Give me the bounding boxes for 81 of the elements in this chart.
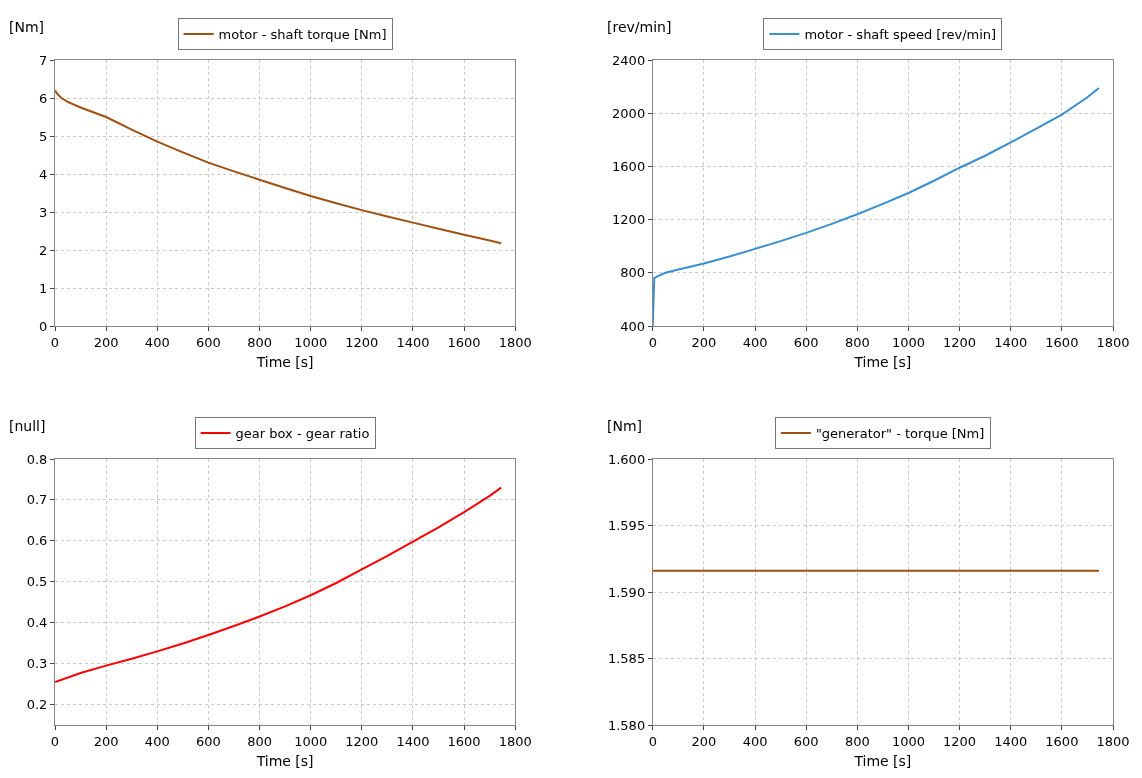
y-tick-label: 3: [39, 204, 48, 220]
x-tick-label: 600: [196, 733, 221, 749]
x-tick-label: 1800: [498, 733, 532, 749]
y-tick-label: 5: [39, 128, 48, 144]
x-tick-label: 400: [742, 733, 768, 749]
x-tick-label: 1400: [994, 733, 1028, 749]
line-series: [55, 89, 503, 245]
x-tick-label: 1600: [447, 733, 481, 749]
x-tick-label: 0: [648, 733, 657, 749]
x-tick-label: 800: [247, 334, 272, 350]
x-tick-label: 1200: [345, 733, 379, 749]
x-tick-label: 600: [196, 334, 221, 350]
y-tick-label: 2000: [612, 105, 646, 121]
x-axis-title: Time [s]: [255, 353, 314, 370]
x-tick-label: 1000: [891, 733, 925, 749]
y-tick-label: 0.2: [26, 697, 48, 713]
y-tick-label: 400: [620, 318, 646, 334]
x-tick-label: 200: [691, 733, 717, 749]
x-tick-label: 400: [742, 334, 768, 350]
x-tick-label: 1400: [396, 334, 430, 350]
x-tick-label: 1600: [1045, 733, 1079, 749]
x-tick-label: 600: [793, 334, 819, 350]
y-tick-label: 2: [39, 242, 48, 258]
y-tick-label: 0.3: [26, 656, 48, 672]
y-tick-label: 1600: [612, 158, 646, 174]
x-tick-label: 200: [93, 334, 119, 350]
y-axis-title: [null]: [9, 418, 46, 434]
y-axis-title: [rev/min]: [607, 19, 672, 35]
legend-label: motor - shaft speed [rev/min]: [804, 27, 997, 43]
x-axis-title: Time [s]: [853, 752, 912, 769]
y-axis-title: [Nm]: [607, 418, 643, 434]
y-tick-label: 1: [39, 280, 48, 296]
x-tick-label: 0: [50, 733, 60, 749]
line-series: [652, 86, 1100, 326]
y-axis-title: [Nm]: [9, 19, 45, 35]
y-tick-label: 0: [39, 318, 48, 334]
y-tick-label: 0.5: [26, 574, 48, 590]
y-tick-label: 7: [39, 52, 48, 68]
y-tick-label: 1200: [612, 212, 646, 228]
x-tick-label: 1200: [943, 334, 977, 350]
y-tick-label: 800: [620, 265, 646, 281]
y-tick-label: 1.585: [607, 651, 646, 667]
x-tick-label: 1800: [1096, 733, 1130, 749]
x-tick-label: 1200: [943, 733, 977, 749]
y-tick-label: 1.600: [607, 451, 646, 467]
x-tick-label: 800: [844, 733, 870, 749]
x-tick-label: 1200: [345, 334, 379, 350]
x-tick-label: 1600: [447, 334, 481, 350]
y-tick-label: 0.6: [26, 533, 48, 549]
y-tick-label: 0.8: [26, 451, 48, 467]
x-tick-label: 200: [93, 733, 119, 749]
x-axis-title: Time [s]: [255, 752, 314, 769]
legend-label: motor - shaft torque [Nm]: [218, 27, 387, 43]
y-tick-label: 0.4: [26, 615, 48, 631]
x-tick-label: 600: [793, 733, 819, 749]
legend-label: "generator" - torque [Nm]: [815, 426, 985, 442]
y-tick-label: 4: [39, 166, 48, 182]
x-tick-label: 1800: [1096, 334, 1130, 350]
y-tick-label: 2400: [612, 52, 646, 68]
x-tick-label: 1400: [994, 334, 1028, 350]
x-tick-label: 1600: [1045, 334, 1079, 350]
y-tick-label: 1.595: [607, 518, 646, 534]
y-tick-label: 6: [39, 90, 48, 106]
x-tick-label: 0: [50, 334, 60, 350]
x-tick-label: 1000: [891, 334, 925, 350]
x-tick-label: 1000: [294, 733, 328, 749]
y-tick-label: 1.580: [607, 717, 646, 733]
legend-label: gear box - gear ratio: [235, 426, 370, 442]
x-tick-label: 1400: [396, 733, 430, 749]
x-tick-label: 400: [144, 334, 170, 350]
x-tick-label: 1800: [498, 334, 532, 350]
x-tick-label: 800: [247, 733, 272, 749]
x-axis-title: Time [s]: [853, 353, 912, 370]
line-series: [55, 486, 503, 684]
x-tick-label: 1000: [294, 334, 328, 350]
x-tick-label: 0: [648, 334, 657, 350]
x-tick-label: 800: [844, 334, 870, 350]
x-tick-label: 400: [144, 733, 170, 749]
x-tick-label: 200: [691, 334, 717, 350]
y-tick-label: 0.7: [26, 492, 48, 508]
y-tick-label: 1.590: [607, 584, 646, 600]
